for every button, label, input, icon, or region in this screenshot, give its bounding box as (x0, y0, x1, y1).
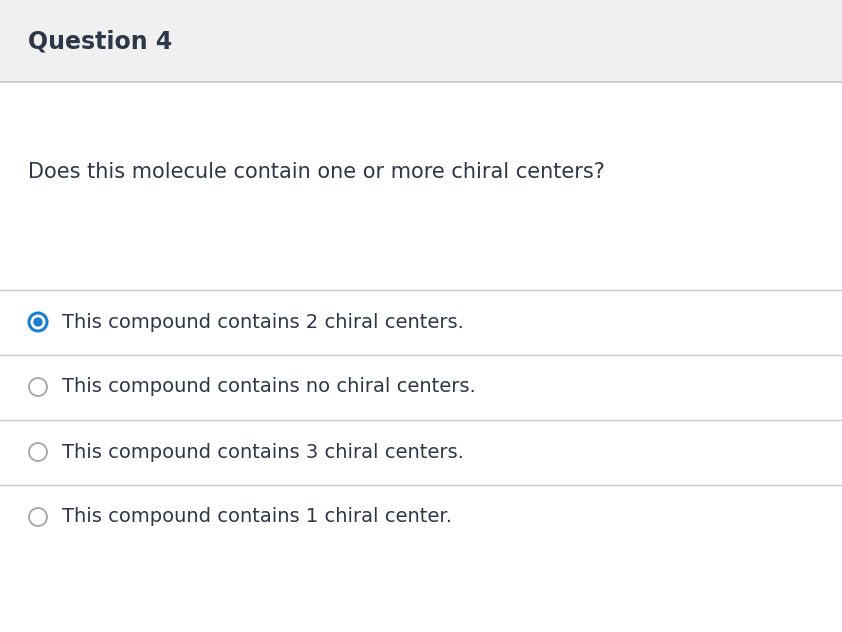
Text: This compound contains 1 chiral center.: This compound contains 1 chiral center. (62, 507, 452, 526)
Text: Question 4: Question 4 (28, 29, 173, 53)
Text: This compound contains 2 chiral centers.: This compound contains 2 chiral centers. (62, 312, 464, 332)
Bar (0, 0, 842, 82)
Text: Does this molecule contain one or more chiral centers?: Does this molecule contain one or more c… (28, 162, 605, 182)
Circle shape (34, 317, 43, 327)
Text: This compound contains 3 chiral centers.: This compound contains 3 chiral centers. (62, 442, 464, 461)
Text: This compound contains no chiral centers.: This compound contains no chiral centers… (62, 377, 476, 396)
